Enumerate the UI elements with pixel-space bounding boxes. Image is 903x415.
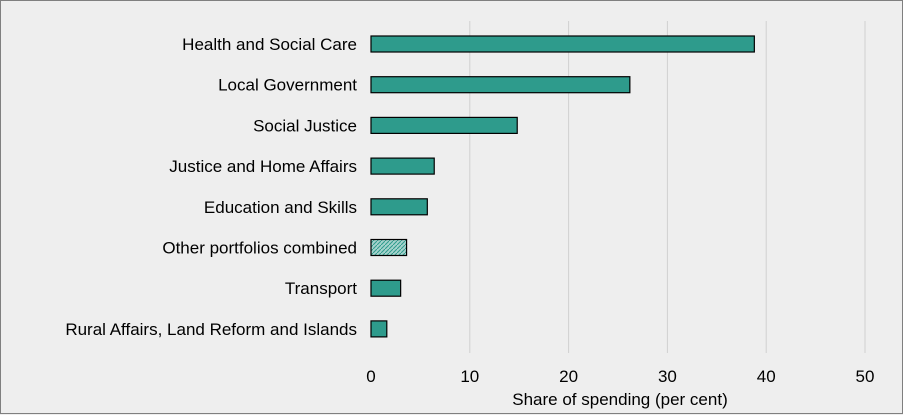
- x-tick-label: 10: [460, 367, 479, 386]
- category-label: Local Government: [218, 76, 357, 95]
- category-label: Health and Social Care: [182, 35, 357, 54]
- bar: [370, 116, 518, 135]
- category-labels: Health and Social Care Local Government So…: [65, 35, 357, 339]
- grid-lines: [469, 21, 866, 353]
- bar: [370, 198, 428, 216]
- x-tick-label: 30: [658, 367, 677, 386]
- bar: [370, 320, 388, 338]
- x-tick-label: 50: [856, 367, 875, 386]
- x-tick-label: 40: [757, 367, 776, 386]
- x-tick-labels: 0 10 20 30 40 50: [366, 367, 874, 386]
- bar: [370, 35, 755, 53]
- bar: [370, 76, 631, 94]
- category-label: Other portfolios combined: [162, 239, 357, 258]
- bars: [370, 35, 755, 338]
- x-axis-title: Share of spending (per cent): [512, 390, 727, 409]
- category-label: Transport: [285, 279, 357, 298]
- category-label: Rural Affairs, Land Reform and Islands: [65, 320, 357, 339]
- x-tick-label: 0: [366, 367, 375, 386]
- category-label: Justice and Home Affairs: [169, 157, 357, 176]
- category-label: Social Justice: [253, 116, 357, 135]
- x-tick-label: 20: [559, 367, 578, 386]
- category-label: Education and Skills: [204, 198, 357, 217]
- bar: [370, 157, 435, 175]
- bar: [370, 279, 402, 297]
- bar: [370, 238, 408, 257]
